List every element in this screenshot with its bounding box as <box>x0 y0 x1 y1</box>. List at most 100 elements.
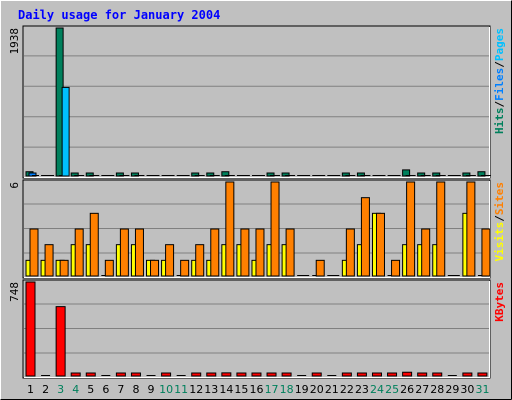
bar-sites-day-7 <box>119 228 129 277</box>
x-label-day-14: 14 <box>219 383 233 396</box>
bar-kbytes-day-20 <box>311 372 322 377</box>
bar-sites-day-21-empty <box>331 275 340 276</box>
bar-kbytes-day-22 <box>341 372 352 377</box>
x-label-day-3: 3 <box>57 383 64 396</box>
bar-sites-day-11 <box>180 259 190 277</box>
panel-background <box>22 25 491 179</box>
bar-pages-day-17-empty <box>273 175 281 176</box>
bar-sites-day-2 <box>44 244 54 277</box>
bar-kbytes-day-12 <box>191 372 202 377</box>
x-label-day-30: 30 <box>460 383 474 396</box>
bar-sites-day-24 <box>375 212 385 277</box>
bar-pages-day-10-empty <box>167 175 175 176</box>
bar-pages-day-25-empty <box>393 175 401 176</box>
x-label-day-8: 8 <box>132 383 139 396</box>
bar-kbytes-day-10 <box>161 372 172 377</box>
bar-sites-day-31 <box>481 228 491 277</box>
x-label-day-31: 31 <box>475 383 489 396</box>
legend-bottom: KBytes <box>493 282 506 322</box>
bar-pages-day-18-empty <box>288 175 296 176</box>
bar-kbytes-day-21-empty <box>327 375 337 376</box>
bar-pages-day-24-empty <box>378 175 386 176</box>
chart-title: Daily usage for January 2004 <box>18 8 220 22</box>
bar-sites-day-22 <box>345 228 355 277</box>
x-label-day-13: 13 <box>204 383 218 396</box>
y-max-label: 1938 <box>8 28 21 55</box>
chart-panels: 1938 6 748 <box>8 25 491 379</box>
bar-kbytes-day-25 <box>387 372 398 377</box>
bar-pages-day-27-empty <box>423 175 431 176</box>
bar-kbytes-day-3 <box>55 306 66 377</box>
bar-sites-day-29-empty <box>451 275 460 276</box>
bar-pages-day-4-empty <box>77 175 85 176</box>
x-label-day-2: 2 <box>42 383 49 396</box>
x-label-day-9: 9 <box>148 383 155 396</box>
bar-sites-day-17 <box>270 181 280 277</box>
bar-pages-day-30-empty <box>468 175 476 176</box>
bar-kbytes-day-15 <box>236 372 247 377</box>
bar-kbytes-day-18 <box>281 372 292 377</box>
bar-kbytes-day-29-empty <box>447 375 457 376</box>
bar-pages-day-26-empty <box>408 175 416 176</box>
bar-sites-day-25 <box>391 259 401 277</box>
bar-pages-day-29-empty <box>453 175 461 176</box>
bar-sites-day-27 <box>421 228 431 277</box>
y-max-label: 748 <box>8 282 21 302</box>
bar-kbytes-day-19-empty <box>297 375 307 376</box>
panel-middle: 6 <box>8 179 491 279</box>
bar-sites-day-10 <box>165 244 175 277</box>
legend-item-hits: Hits <box>493 108 506 135</box>
bar-pages-day-11-empty <box>182 175 190 176</box>
bar-sites-day-18 <box>285 228 295 277</box>
bar-pages-day-8-empty <box>137 175 145 176</box>
bar-pages-day-22-empty <box>348 175 356 176</box>
legend-middle: Visits/Sites <box>493 182 506 262</box>
x-label-day-20: 20 <box>310 383 324 396</box>
legend-item-kbytes: KBytes <box>493 282 506 322</box>
x-label-day-10: 10 <box>159 383 173 396</box>
bar-pages-day-13-empty <box>212 175 220 176</box>
panel-top: 1938 <box>8 25 491 179</box>
bar-pages-day-3 <box>61 86 70 177</box>
bar-pages-day-9-empty <box>152 175 160 176</box>
bar-kbytes-day-30 <box>462 372 473 377</box>
x-label-day-5: 5 <box>87 383 94 396</box>
x-label-day-6: 6 <box>102 383 109 396</box>
bar-pages-day-5-empty <box>92 175 100 176</box>
x-label-day-28: 28 <box>430 383 444 396</box>
x-label-day-18: 18 <box>280 383 294 396</box>
legend-item-pages: Pages <box>493 28 506 61</box>
bar-kbytes-day-5 <box>85 372 96 377</box>
bar-pages-day-16-empty <box>257 175 265 176</box>
bar-kbytes-day-26 <box>402 371 413 377</box>
x-label-day-23: 23 <box>355 383 369 396</box>
bar-kbytes-day-11-empty <box>176 375 186 376</box>
bar-sites-day-26 <box>406 181 416 277</box>
bar-pages-day-1-empty <box>32 175 39 176</box>
bar-kbytes-day-16 <box>251 372 262 377</box>
bar-sites-day-19-empty <box>301 275 310 276</box>
x-label-day-22: 22 <box>340 383 354 396</box>
bar-sites-day-12 <box>195 244 205 277</box>
bar-kbytes-day-31 <box>477 372 488 377</box>
bar-sites-day-16 <box>255 228 265 277</box>
bar-pages-day-12-empty <box>197 175 205 176</box>
legend-separator: / <box>493 215 506 222</box>
x-label-day-21: 21 <box>325 383 339 396</box>
legend-item-visits: Visits <box>493 222 506 262</box>
bar-kbytes-day-1 <box>25 281 36 377</box>
x-label-day-7: 7 <box>117 383 124 396</box>
bar-sites-day-30 <box>466 181 476 277</box>
legend-top: Hits/Files/Pages <box>493 28 506 134</box>
bar-kbytes-day-6-empty <box>101 375 111 376</box>
bar-sites-day-1 <box>29 228 39 277</box>
x-label-day-24: 24 <box>370 383 384 396</box>
x-axis-labels: 1 2 3 4 5 6 7 8 9 10 11 12 13 14 15 16 17 18 19 20 21 22 23 24 2… <box>27 383 489 396</box>
bar-kbytes-day-24 <box>371 372 382 377</box>
legend-item-sites: Sites <box>493 182 506 215</box>
bar-pages-day-6-empty <box>107 175 115 176</box>
x-label-day-1: 1 <box>27 383 34 396</box>
bar-pages-day-21-empty <box>333 175 341 176</box>
bar-kbytes-day-8 <box>130 372 141 377</box>
